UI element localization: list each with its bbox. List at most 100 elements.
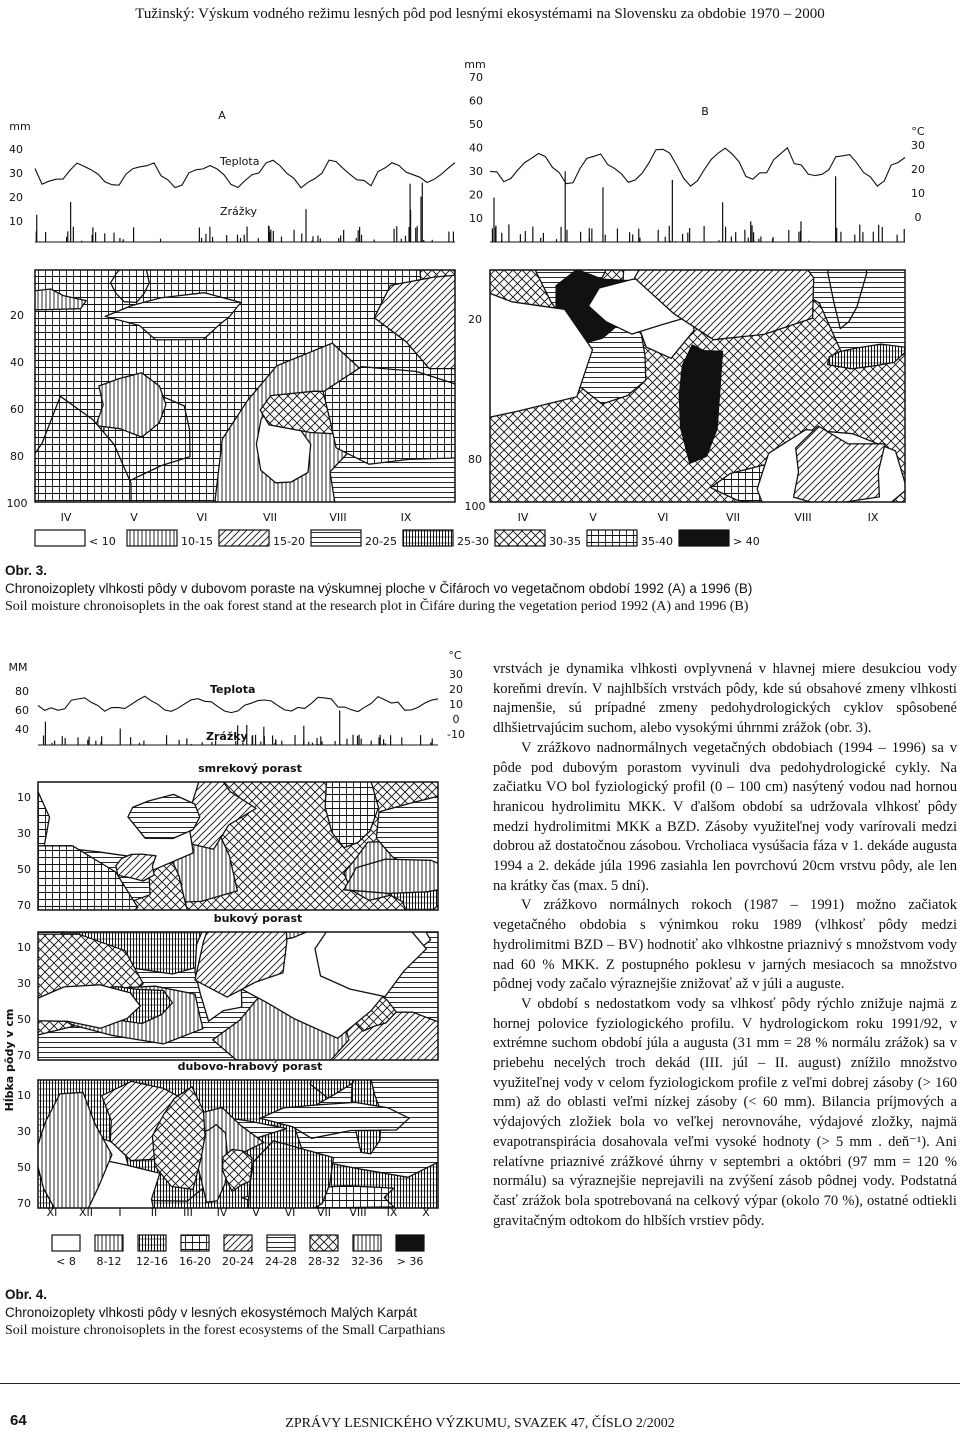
caption-en: Soil moisture chronoisoplets in the oak … <box>5 599 749 614</box>
caption-label: Obr. 3. <box>5 563 48 578</box>
frame <box>37 781 439 911</box>
isoplet-area <box>375 795 438 873</box>
legend-label: 12-16 <box>136 1255 168 1268</box>
legend-swatch <box>310 529 362 547</box>
depth-label: 10 <box>17 791 31 804</box>
isoplet-area <box>38 1091 113 1208</box>
chronoisoplet <box>38 782 438 910</box>
isoplet-area <box>678 344 724 464</box>
isoplet-area <box>259 1101 410 1139</box>
stand-label: smrekový porast <box>198 762 302 775</box>
legend-label: 16-20 <box>179 1255 211 1268</box>
isoplet-area <box>221 1148 253 1193</box>
depth-label: 20 <box>468 313 482 326</box>
y-tick-label: 40 <box>469 142 483 155</box>
legend-swatch <box>34 529 86 547</box>
legend-label: 15-20 <box>273 535 305 548</box>
month-label: VII <box>317 1206 331 1219</box>
y-tick-label: 20 <box>469 189 483 202</box>
legend-label: 25-30 <box>457 535 489 548</box>
depth-label: 40 <box>10 356 24 369</box>
isoplet-area <box>115 853 157 882</box>
legend-swatch <box>309 1234 339 1252</box>
isoplet-area <box>38 845 139 910</box>
legend-swatch <box>218 529 270 547</box>
paragraph: V zrážkovo nadnormálnych vegetačných obd… <box>493 739 957 894</box>
series-label: Zrážky <box>206 730 248 743</box>
isoplet-area <box>633 270 815 341</box>
paragraph: V zrážkovo normálnych rokoch (1987 – 199… <box>493 897 957 993</box>
depth-label: 10 <box>17 941 31 954</box>
stand-label: dubovo-hrabový porast <box>178 1060 323 1073</box>
isoplet-area <box>35 288 87 311</box>
legend-label: 32-36 <box>351 1255 383 1268</box>
legend-label: 8-12 <box>97 1255 122 1268</box>
y2-tick-label: 10 <box>911 187 925 200</box>
series-label: Teplota <box>210 683 255 696</box>
y2-tick-label: 30 <box>449 668 463 681</box>
y2-tick-label: 20 <box>911 163 925 176</box>
isoplet-area <box>151 1086 206 1191</box>
isoplet-area <box>109 270 150 304</box>
frame <box>34 269 456 503</box>
y2-tick-label: 30 <box>911 139 925 152</box>
y-tick-label: 40 <box>15 723 29 736</box>
temperature-line <box>34 159 456 189</box>
depth-label: 30 <box>17 1125 31 1138</box>
legend-label: 24-28 <box>265 1255 297 1268</box>
month-label: IV <box>217 1206 228 1219</box>
isoplet-area <box>104 292 242 341</box>
month-label: VII <box>263 511 277 524</box>
isoplet-area <box>792 425 886 502</box>
isoplet-area <box>35 395 132 502</box>
legend-swatch <box>223 1234 253 1252</box>
legend-swatch <box>678 529 730 547</box>
month-label: IV <box>518 511 529 524</box>
frame <box>37 1079 439 1209</box>
isoplet-area <box>343 858 438 895</box>
stand-label: bukový porast <box>214 912 303 925</box>
legend-swatch <box>126 529 178 547</box>
legend-swatch <box>51 1234 81 1252</box>
month-label: XI <box>47 1206 58 1219</box>
chronoisoplet <box>38 1080 438 1208</box>
depth-label: 60 <box>10 403 24 416</box>
y2-tick-label: 0 <box>453 713 460 726</box>
footer-rule <box>0 1383 960 1384</box>
isoplet-area <box>38 984 141 1029</box>
isoplet-area <box>314 932 428 998</box>
depth-label: 30 <box>17 977 31 990</box>
month-label: X <box>422 1206 430 1219</box>
legend-swatch <box>395 1234 425 1252</box>
isoplet-area <box>95 372 167 438</box>
depth-label: 20 <box>10 309 24 322</box>
y2-tick-label: 0 <box>915 211 922 224</box>
month-label: VI <box>197 511 208 524</box>
running-header: Tužinský: Výskum vodného režimu lesných … <box>135 6 825 22</box>
month-label: VIII <box>329 511 346 524</box>
journal-name: ZPRÁVY LESNICKÉHO VÝZKUMU, SVAZEK 47, ČÍ… <box>285 1416 675 1431</box>
paragraph: vrstvách je dynamika vlhkosti ovplyvnená… <box>493 661 957 737</box>
caption-en: Soil moisture chronoisoplets in the fore… <box>5 1323 446 1338</box>
month-label: I <box>118 1206 121 1219</box>
y-tick-label: 30 <box>9 167 23 180</box>
month-label: V <box>252 1206 260 1219</box>
depth-label: 100 <box>465 500 486 513</box>
legend-label: > 36 <box>397 1255 424 1268</box>
depth-label: 80 <box>468 453 482 466</box>
axis-unit: MM <box>9 661 28 674</box>
depth-label: 70 <box>17 1049 31 1062</box>
caption-label: Obr. 4. <box>5 1287 48 1302</box>
legend-label: 20-24 <box>222 1255 254 1268</box>
isoplet-area <box>827 270 868 330</box>
temperature-line <box>489 146 906 187</box>
isoplet-area <box>490 292 594 418</box>
legend-label: 30-35 <box>549 535 581 548</box>
y-tick-label: 50 <box>469 118 483 131</box>
month-label: XII <box>79 1206 93 1219</box>
axis-unit: mm <box>9 120 30 133</box>
depth-label: 30 <box>17 827 31 840</box>
y-tick-label: 70 <box>469 71 483 84</box>
label: B <box>701 105 709 118</box>
